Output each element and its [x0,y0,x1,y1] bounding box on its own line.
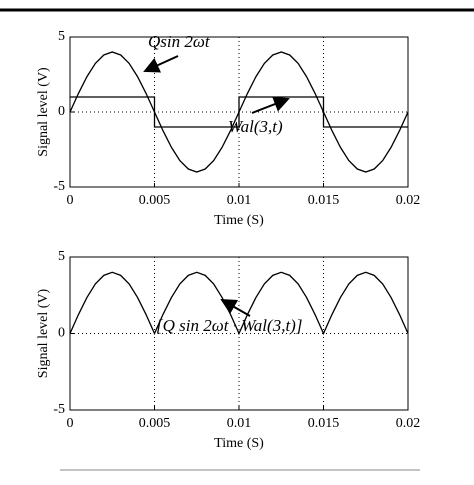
y-tick-label: -5 [53,402,65,417]
y-axis-label: Signal level (V) [36,67,51,157]
y-tick-label: -5 [53,179,65,194]
annotation: [Q sin 2ωt · Wal(3,t)] [156,316,302,335]
arrow [220,299,251,317]
annotation: Wal(3,t) [228,117,283,136]
x-tick-label: 0.01 [227,416,252,431]
x-tick-label: 0.005 [139,193,171,208]
y-axis-label: Signal level (V) [36,288,51,378]
x-axis-label: Time (S) [214,213,264,228]
x-tick-label: 0.01 [227,193,252,208]
y-tick-label: 5 [58,29,65,44]
x-tick-label: 0.015 [308,416,340,431]
x-tick-label: 0.015 [308,193,340,208]
arrow [251,96,290,114]
x-tick-label: 0.005 [139,416,171,431]
line-series [70,96,408,128]
x-tick-label: 0 [67,416,74,431]
y-tick-label: 0 [58,104,65,119]
arrow [143,55,179,73]
x-tick-label: 0.02 [396,193,421,208]
x-tick-label: 0.02 [396,416,421,431]
annotation: Qsin 2ωt [148,32,211,51]
line-series [69,271,409,336]
y-tick-label: 0 [58,326,65,341]
x-axis-label: Time (S) [214,436,264,451]
y-tick-label: 5 [58,249,65,264]
x-tick-label: 0 [67,193,74,208]
